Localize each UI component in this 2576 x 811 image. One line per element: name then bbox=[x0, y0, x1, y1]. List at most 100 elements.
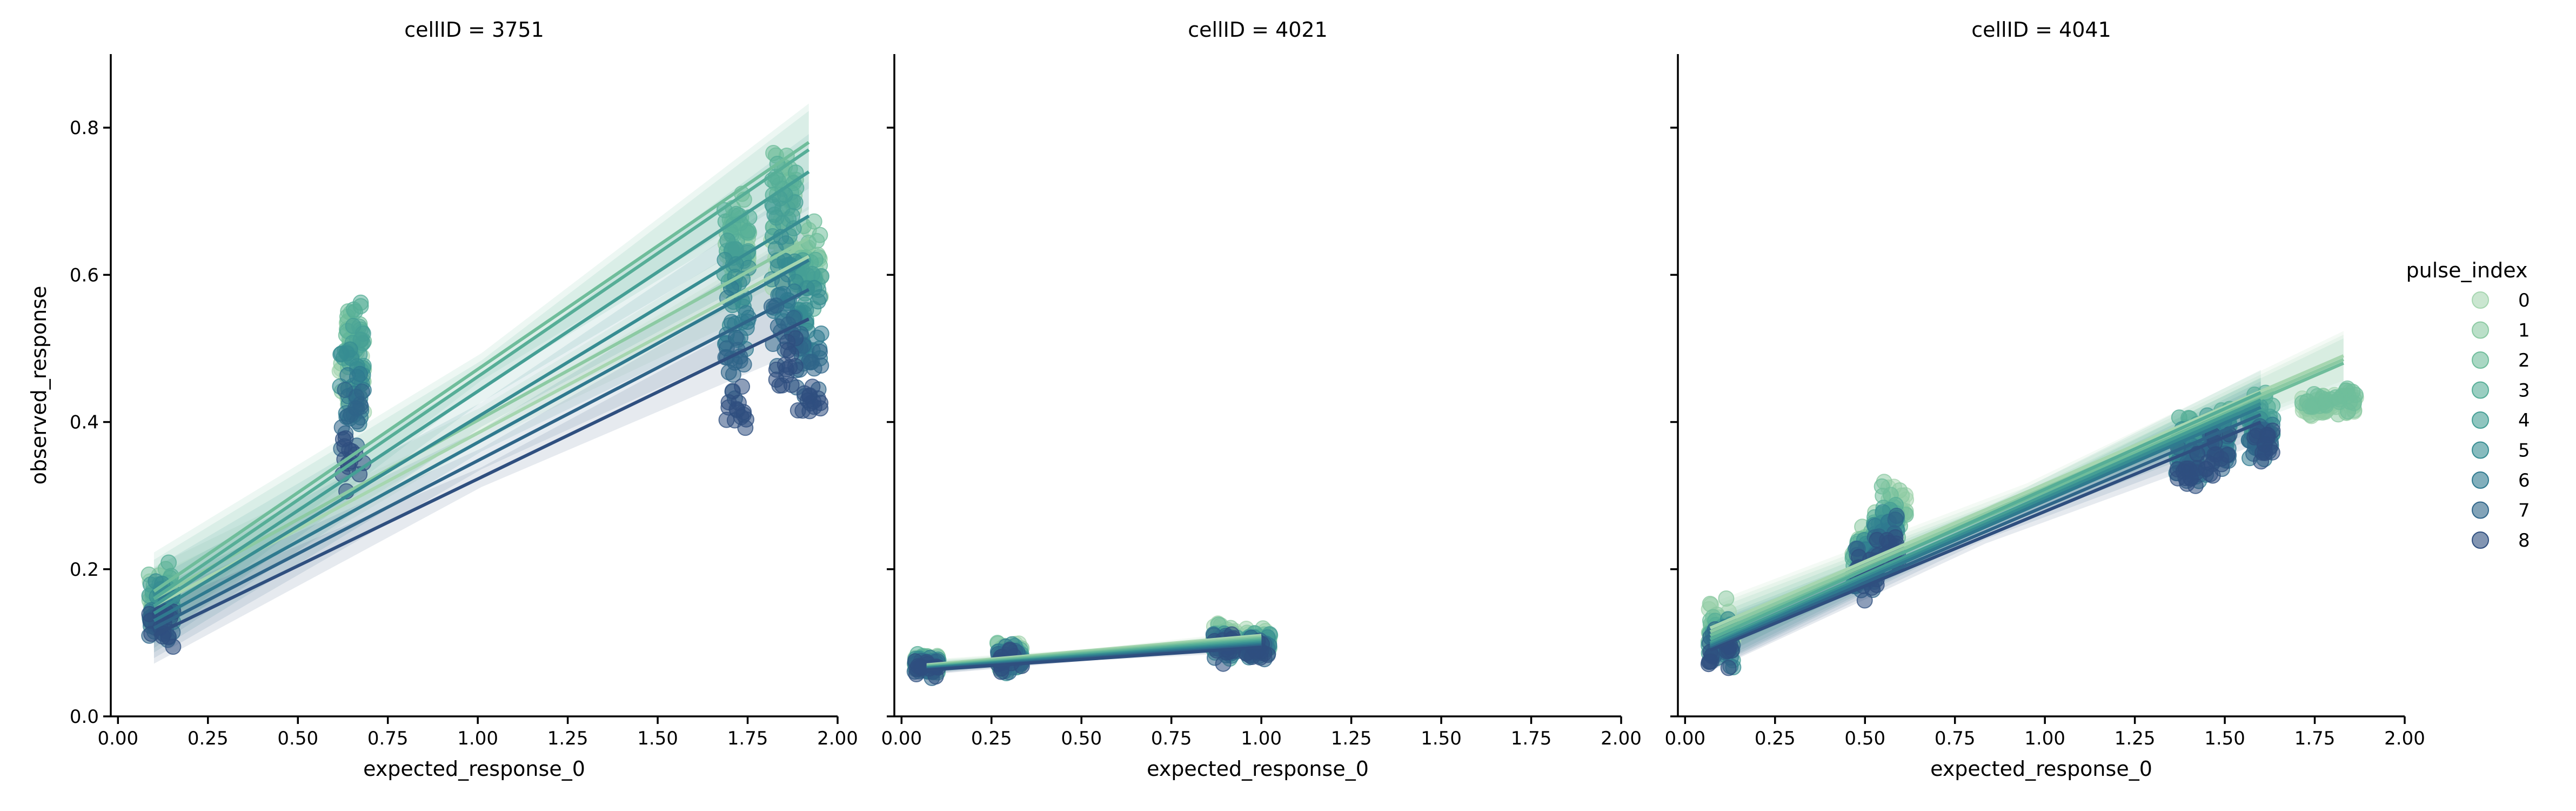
legend-label: 7 bbox=[2518, 500, 2530, 522]
data-point bbox=[813, 325, 829, 342]
data-point bbox=[334, 431, 351, 448]
regression-line-3 bbox=[1709, 391, 2261, 641]
data-point bbox=[768, 361, 785, 378]
x-tick-label: 1.75 bbox=[727, 728, 768, 749]
regression-line-1 bbox=[153, 236, 810, 600]
legend-label: 2 bbox=[2518, 350, 2530, 371]
data-point bbox=[2264, 422, 2281, 439]
data-point bbox=[337, 382, 353, 398]
x-tick-label: 0.00 bbox=[1664, 728, 1705, 749]
x-tick-label: 1.50 bbox=[637, 728, 678, 749]
data-point bbox=[1215, 655, 1232, 672]
data-point bbox=[1888, 508, 1905, 524]
data-point bbox=[352, 298, 369, 315]
regression-line-2 bbox=[153, 141, 810, 593]
data-point bbox=[1856, 592, 1873, 609]
legend-title: pulse_index bbox=[2406, 258, 2528, 282]
x-tick-label: 1.75 bbox=[1511, 728, 1552, 749]
legend-label: 1 bbox=[2518, 320, 2530, 342]
x-axis-title: expected_response_0 bbox=[363, 757, 585, 781]
x-tick-label: 0.75 bbox=[367, 728, 409, 749]
legend-marker bbox=[2472, 351, 2489, 369]
data-point bbox=[352, 365, 369, 382]
legend: pulse_index 0 1 2 3 4 5 6 7 8 bbox=[2406, 258, 2530, 551]
legend-marker bbox=[2472, 381, 2489, 399]
panel-1: cellID = 4021 0.00 0.25 0.50 0.75 1.00 1.25 1.5… bbox=[881, 18, 1641, 781]
legend-marker bbox=[2472, 291, 2489, 309]
y-tick-label: 0.6 bbox=[70, 264, 99, 286]
regression-line-4 bbox=[153, 170, 810, 608]
data-point bbox=[2187, 477, 2204, 494]
x-tick-label: 0.75 bbox=[1151, 728, 1192, 749]
regression-line-7 bbox=[153, 288, 810, 630]
panel-2: cellID = 4041 0.00 0.25 0.50 0.75 1.00 1.25 1.5… bbox=[1664, 18, 2425, 781]
data-point bbox=[354, 335, 371, 351]
data-point bbox=[2204, 467, 2221, 484]
x-tick-label: 0.00 bbox=[97, 728, 138, 749]
data-point bbox=[737, 420, 754, 436]
regression-line-6 bbox=[153, 258, 810, 622]
regression-line-8 bbox=[926, 646, 1262, 672]
regression-line-8 bbox=[1709, 420, 2261, 652]
legend-label: 3 bbox=[2518, 380, 2530, 402]
data-point bbox=[787, 330, 804, 347]
regression-line-5 bbox=[153, 214, 810, 615]
data-point bbox=[2170, 470, 2186, 487]
x-tick-label: 1.25 bbox=[547, 728, 588, 749]
data-point bbox=[910, 658, 926, 675]
x-tick-label: 1.50 bbox=[1421, 728, 1462, 749]
legend-marker bbox=[2472, 531, 2489, 549]
x-tick-label: 0.00 bbox=[881, 728, 922, 749]
x-tick-label: 1.50 bbox=[2204, 728, 2245, 749]
data-point bbox=[724, 383, 741, 400]
legend-marker bbox=[2472, 321, 2489, 339]
data-point bbox=[2213, 450, 2230, 467]
y-tick-label: 0.4 bbox=[70, 412, 99, 434]
x-axis-title: expected_response_0 bbox=[1147, 757, 1369, 781]
regression-line-4 bbox=[1709, 398, 2261, 644]
x-tick-label: 0.25 bbox=[971, 728, 1012, 749]
data-point bbox=[1874, 478, 1890, 495]
data-point bbox=[728, 401, 745, 417]
panel-title: cellID = 4041 bbox=[1971, 18, 2111, 42]
data-point bbox=[1718, 590, 1735, 607]
x-tick-label: 1.25 bbox=[2115, 728, 2156, 749]
data-point bbox=[806, 213, 822, 230]
x-tick-label: 1.00 bbox=[457, 728, 498, 749]
data-point bbox=[2346, 395, 2362, 411]
data-point bbox=[783, 345, 800, 362]
data-point bbox=[160, 554, 177, 571]
data-point bbox=[813, 268, 829, 284]
legend-marker bbox=[2472, 471, 2489, 489]
legend-marker bbox=[2472, 411, 2489, 429]
data-point bbox=[812, 395, 829, 411]
x-tick-label: 1.00 bbox=[2024, 728, 2065, 749]
legend-label: 6 bbox=[2518, 470, 2530, 491]
y-tick-label: 0.0 bbox=[70, 706, 99, 728]
data-point bbox=[352, 396, 369, 413]
regression-line-6 bbox=[1709, 406, 2261, 648]
legend-marker bbox=[2472, 441, 2489, 459]
panel-title: cellID = 3751 bbox=[404, 18, 544, 42]
x-tick-label: 0.25 bbox=[188, 728, 229, 749]
data-point bbox=[2301, 398, 2318, 415]
legend-label: 8 bbox=[2518, 530, 2530, 551]
y-tick-label: 0.8 bbox=[70, 117, 99, 139]
data-point bbox=[774, 201, 791, 217]
data-point bbox=[812, 289, 828, 305]
x-tick-label: 2.00 bbox=[2384, 728, 2425, 749]
x-tick-label: 0.50 bbox=[1061, 728, 1102, 749]
data-point bbox=[1720, 660, 1737, 676]
legend-label: 0 bbox=[2518, 290, 2530, 311]
regression-line-8 bbox=[153, 317, 810, 637]
panel-0: cellID = 3751 0.00 0.25 0.50 0.75 1.00 1.25 1.5… bbox=[70, 18, 858, 781]
legend-label: 4 bbox=[2518, 410, 2530, 431]
panel-title: cellID = 4021 bbox=[1188, 18, 1328, 42]
x-tick-label: 1.00 bbox=[1241, 728, 1282, 749]
x-tick-label: 2.00 bbox=[817, 728, 858, 749]
regression-line-7 bbox=[1709, 413, 2261, 650]
x-tick-label: 0.25 bbox=[1755, 728, 1796, 749]
x-tick-label: 1.25 bbox=[1331, 728, 1372, 749]
y-tick-label: 0.2 bbox=[70, 559, 99, 581]
